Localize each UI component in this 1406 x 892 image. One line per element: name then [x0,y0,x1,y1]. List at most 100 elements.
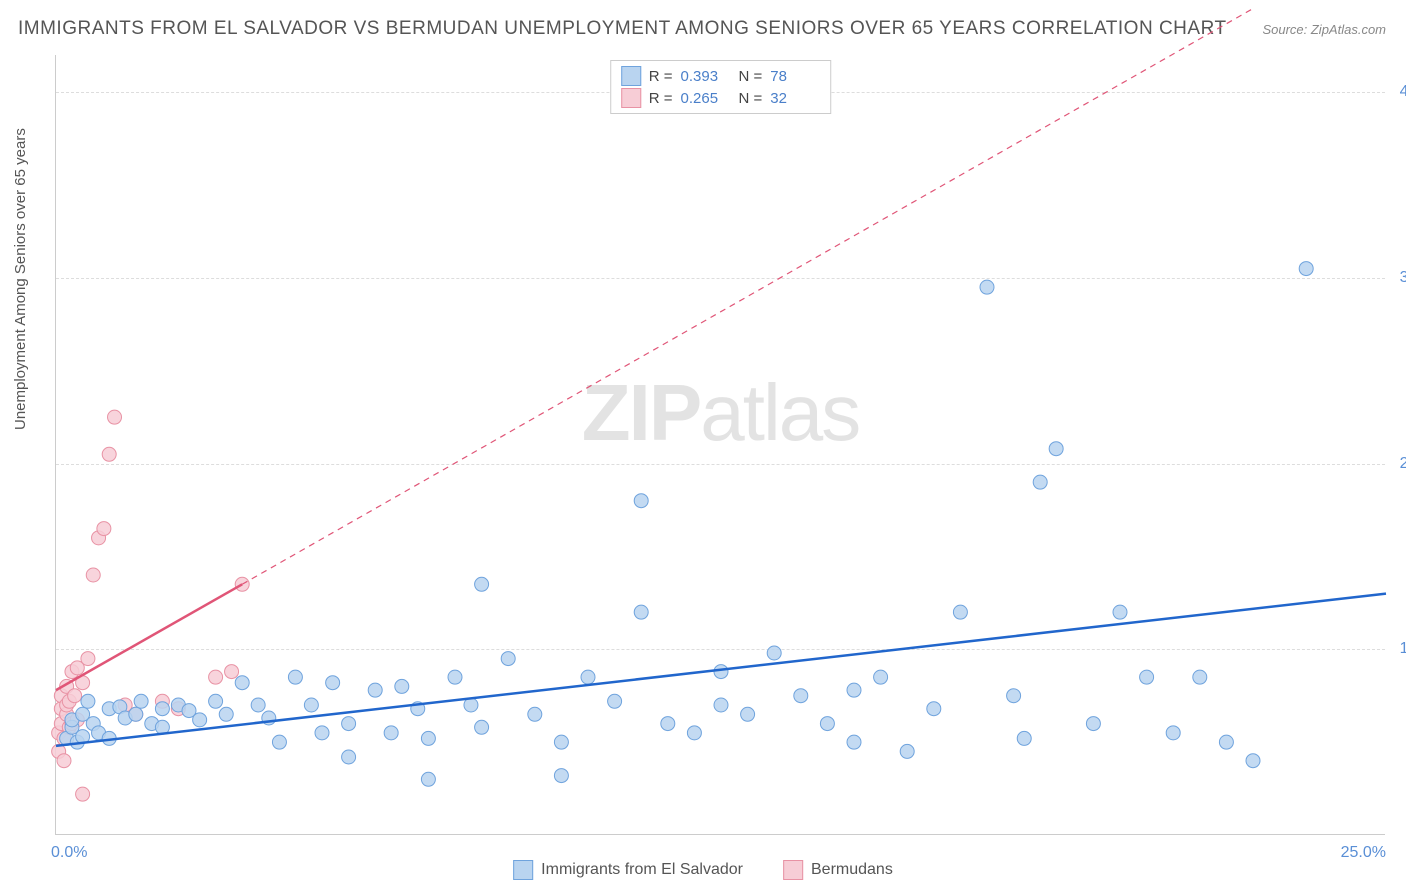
swatch-series2 [621,88,641,108]
data-point [847,683,861,697]
data-point [326,676,340,690]
data-point [687,726,701,740]
data-point [368,683,382,697]
data-point [421,772,435,786]
n-label: N = [739,90,763,107]
data-point [304,698,318,712]
data-point [554,769,568,783]
data-point [395,679,409,693]
legend-label-series1: Immigrants from El Salvador [541,861,743,879]
data-point [608,694,622,708]
data-point [714,665,728,679]
data-point [1246,754,1260,768]
data-point [288,670,302,684]
scatter-svg [56,55,1385,834]
data-point [475,577,489,591]
swatch-series1 [513,860,533,880]
data-point [581,670,595,684]
plot-area: ZIPatlas 10.0%20.0%30.0%40.0% R = 0.393 … [55,55,1385,835]
data-point [97,522,111,536]
data-point [1113,605,1127,619]
data-point [57,754,71,768]
n-value-series1: 78 [770,68,820,85]
r-value-series1: 0.393 [681,68,731,85]
data-point [225,665,239,679]
y-tick-label: 20.0% [1390,455,1406,473]
data-point [1033,475,1047,489]
data-point [235,676,249,690]
r-value-series2: 0.265 [681,90,731,107]
legend-item-series2: Bermudans [783,860,893,880]
legend-item-series1: Immigrants from El Salvador [513,860,743,880]
data-point [219,707,233,721]
data-point [81,694,95,708]
data-point [1299,262,1313,276]
data-point [1007,689,1021,703]
data-point [741,707,755,721]
x-tick-label: 0.0% [51,844,87,862]
data-point [1049,442,1063,456]
data-point [661,717,675,731]
data-point [76,787,90,801]
chart-title: IMMIGRANTS FROM EL SALVADOR VS BERMUDAN … [18,18,1227,40]
data-point [900,744,914,758]
data-point [714,698,728,712]
y-tick-label: 40.0% [1390,83,1406,101]
data-point [874,670,888,684]
n-label: N = [739,68,763,85]
stats-row-series2: R = 0.265 N = 32 [621,87,821,109]
r-label: R = [649,90,673,107]
data-point [272,735,286,749]
data-point [1219,735,1233,749]
data-point [251,698,265,712]
r-label: R = [649,68,673,85]
data-point [554,735,568,749]
data-point [421,731,435,745]
stats-row-series1: R = 0.393 N = 78 [621,65,821,87]
stats-legend-box: R = 0.393 N = 78 R = 0.265 N = 32 [610,60,832,114]
swatch-series1 [621,66,641,86]
data-point [1193,670,1207,684]
bottom-legend: Immigrants from El Salvador Bermudans [513,860,893,880]
y-tick-label: 30.0% [1390,269,1406,287]
trend-line [56,594,1386,746]
data-point [209,694,223,708]
data-point [209,670,223,684]
data-point [980,280,994,294]
data-point [134,694,148,708]
data-point [927,702,941,716]
data-point [1017,731,1031,745]
data-point [108,410,122,424]
data-point [1140,670,1154,684]
data-point [384,726,398,740]
data-point [475,720,489,734]
data-point [68,689,82,703]
data-point [847,735,861,749]
data-point [634,494,648,508]
legend-label-series2: Bermudans [811,861,893,879]
source-attribution: Source: ZipAtlas.com [1262,22,1386,37]
data-point [448,670,462,684]
data-point [1086,717,1100,731]
x-tick-label: 25.0% [1341,844,1386,862]
data-point [1166,726,1180,740]
data-point [129,707,143,721]
data-point [820,717,834,731]
data-point [315,726,329,740]
data-point [501,652,515,666]
data-point [794,689,808,703]
data-point [102,447,116,461]
swatch-series2 [783,860,803,880]
y-axis-label: Unemployment Among Seniors over 65 years [12,128,29,430]
data-point [86,568,100,582]
n-value-series2: 32 [770,90,820,107]
data-point [953,605,967,619]
y-tick-label: 10.0% [1390,640,1406,658]
data-point [634,605,648,619]
data-point [767,646,781,660]
data-point [342,717,356,731]
data-point [193,713,207,727]
data-point [342,750,356,764]
data-point [528,707,542,721]
data-point [155,702,169,716]
